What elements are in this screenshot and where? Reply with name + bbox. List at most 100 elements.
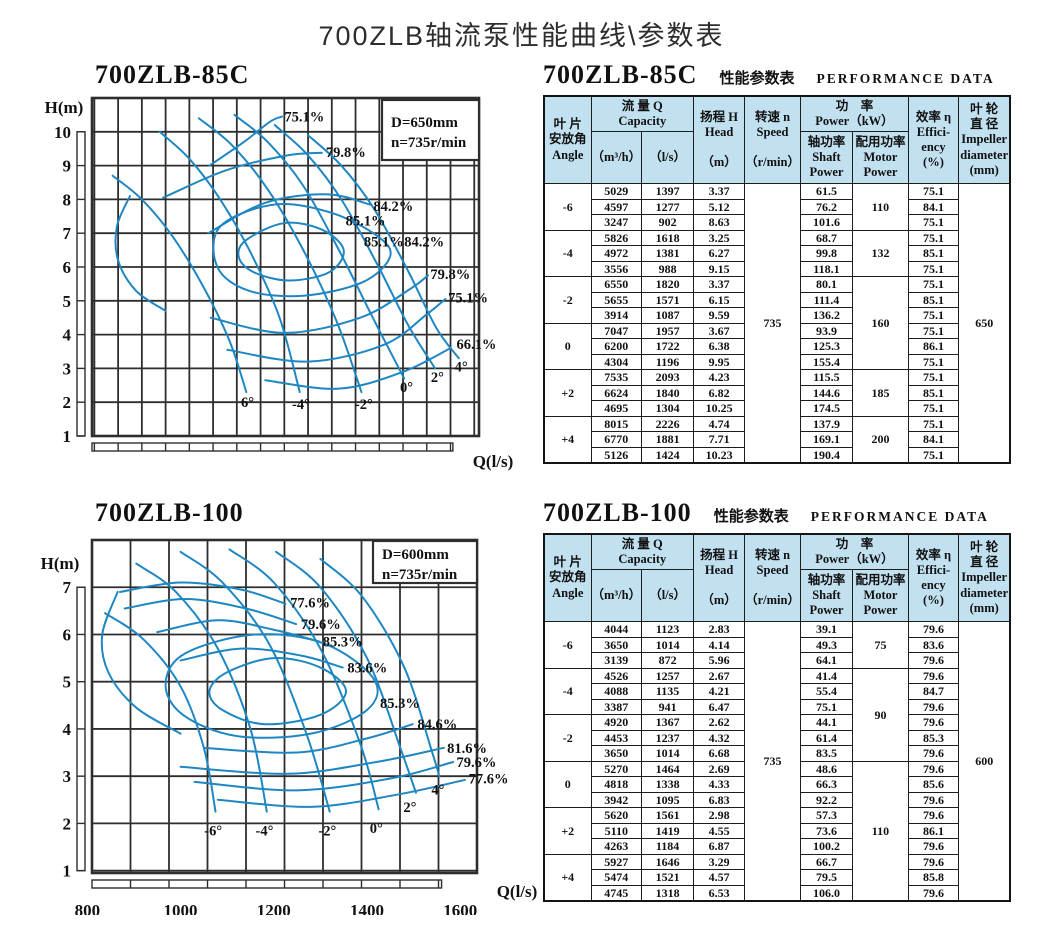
- shaft-power-cell: 155.4: [799, 353, 853, 370]
- efficiency-cell: 79.6: [907, 698, 959, 715]
- curve-label: 84.2%: [404, 235, 444, 251]
- motor-power-cell: 200: [851, 415, 909, 464]
- curve-label: 85.1%: [364, 235, 404, 251]
- y-tick-label: 7: [63, 578, 72, 597]
- capacity-ls-cell: 1196: [641, 353, 695, 370]
- head-cell: 7.71: [693, 431, 746, 448]
- capacity-ls-cell: 1464: [641, 760, 695, 777]
- efficiency-contour: [237, 221, 345, 282]
- shaft-power-cell: 115.5: [799, 369, 853, 386]
- capacity-ls-cell: 1237: [641, 729, 695, 746]
- plot-border: [90, 96, 481, 438]
- th-angle: 叶 片 安放角 Angle: [543, 95, 592, 184]
- efficiency-cell: 75.1: [907, 369, 959, 386]
- capacity-m3h-cell: 5474: [590, 869, 643, 886]
- table1-container: 叶 片 安放角 Angle 流 量 Q Capacity 扬程 H Head （m）…: [543, 95, 1013, 464]
- head-cell: 4.74: [693, 415, 746, 432]
- head-cell: 2.62: [693, 714, 746, 731]
- th-speed: 转速 n Speed （r/min）: [744, 533, 801, 622]
- th-head: 扬程 H Head （m）: [693, 95, 746, 184]
- shaft-power-cell: 144.6: [799, 384, 853, 401]
- efficiency-contour: [212, 202, 392, 298]
- y-tick-label: 2: [63, 393, 72, 412]
- efficiency-contour: [179, 746, 445, 775]
- shaft-power-cell: 125.3: [799, 338, 853, 355]
- angle-cell: -2: [543, 276, 592, 324]
- angle-curve: [179, 550, 331, 813]
- capacity-m3h-cell: 3139: [590, 652, 643, 669]
- efficiency-contour: [216, 778, 466, 808]
- efficiency-cell: 75.1: [907, 400, 959, 417]
- head-cell: 4.57: [693, 869, 746, 886]
- table2-subtitle-cn: 性能参数表: [713, 509, 789, 525]
- head-cell: 6.53: [693, 884, 746, 902]
- table1-subtitle-cn: 性能参数表: [719, 71, 795, 87]
- efficiency-cell: 75.1: [907, 276, 959, 293]
- curve-label: 6°: [241, 395, 254, 411]
- impeller-cell: 650: [957, 183, 1011, 464]
- efficiency-cell: 84.7: [907, 683, 959, 700]
- table2-subtitle-en: PERFORMANCE DATA: [810, 509, 989, 524]
- angle-curve: [104, 612, 217, 813]
- x-tick-label: 2000: [362, 469, 396, 473]
- th-power: 功 率 Power（kW）: [799, 95, 909, 133]
- motor-power-cell: 75: [851, 621, 909, 669]
- head-cell: 4.33: [693, 776, 746, 793]
- shaft-power-cell: 39.1: [799, 621, 853, 638]
- y-axis-label: H(m): [45, 98, 84, 117]
- th-shaft-power: 轴功率 Shaft Power: [799, 131, 853, 184]
- efficiency-cell: 85.6: [907, 776, 959, 793]
- capacity-ls-cell: 1277: [641, 198, 695, 215]
- efficiency-cell: 79.6: [907, 791, 959, 808]
- table2-title: 700ZLB-100 性能参数表 PERFORMANCE DATA: [543, 498, 1013, 528]
- th-unit-m3h: （m³/h）: [590, 131, 643, 184]
- performance-chart-700zlb-100: 7 6 5 4 3 2 1 800 1000 1200 1400 1600 H(m) Q(l/s) 77.6…: [41, 538, 537, 915]
- curve-label: 84.6%: [417, 717, 457, 733]
- efficiency-cell: 75.1: [907, 229, 959, 246]
- th-unit-ls: （l/s）: [641, 131, 695, 184]
- capacity-m3h-cell: 4263: [590, 838, 643, 855]
- head-cell: 6.68: [693, 745, 746, 762]
- impeller-cell: 600: [957, 621, 1011, 902]
- capacity-ls-cell: 1123: [641, 621, 695, 638]
- curve-label: 84.2%: [373, 199, 413, 215]
- table1-model: 700ZLB-85C: [543, 60, 698, 89]
- table1-title: 700ZLB-85C 性能参数表 PERFORMANCE DATA: [543, 60, 1013, 90]
- efficiency-contour: [156, 619, 321, 643]
- th-shaft-power: 轴功率 Shaft Power: [799, 569, 853, 622]
- shaft-power-cell: 93.9: [799, 322, 853, 339]
- capacity-ls-cell: 1318: [641, 884, 695, 902]
- efficiency-contour: [123, 598, 298, 626]
- capacity-m3h-cell: 3942: [590, 791, 643, 808]
- tick-labels: 1098765432180010001200140016001800200022…: [45, 98, 514, 473]
- capacity-m3h-cell: 3914: [590, 307, 643, 324]
- motor-power-cell: 160: [851, 276, 909, 370]
- shaft-power-cell: 118.1: [799, 260, 853, 277]
- th-efficiency: 效率 η Effici- ency (%): [907, 95, 959, 184]
- capacity-m3h-cell: 4695: [590, 400, 643, 417]
- y-tick-label: 10: [54, 123, 71, 142]
- curve-label: 0°: [400, 380, 413, 396]
- annotation-box: [380, 98, 481, 162]
- efficiency-contour: [207, 193, 371, 235]
- shaft-power-cell: 92.2: [799, 791, 853, 808]
- table-block-700zlb-100: 700ZLB-100 性能参数表 PERFORMANCE DATA 叶 片 安放…: [543, 498, 1013, 902]
- head-cell: 2.69: [693, 760, 746, 777]
- shaft-power-cell: 44.1: [799, 714, 853, 731]
- y-tick-label: 4: [63, 326, 72, 345]
- curves: [111, 113, 460, 394]
- curve-label: 85.3%: [380, 696, 420, 712]
- head-cell: 4.32: [693, 729, 746, 746]
- curve-label: -4°: [292, 397, 310, 413]
- y-tick-label: 1: [63, 862, 72, 881]
- performance-table: 叶 片 安放角 Angle 流 量 Q Capacity 扬程 H Head （m）…: [543, 95, 1012, 464]
- shaft-power-cell: 100.2: [799, 838, 853, 855]
- capacity-ls-cell: 988: [641, 260, 695, 277]
- shaft-power-cell: 137.9: [799, 415, 853, 432]
- motor-power-cell: 132: [851, 229, 909, 277]
- capacity-ls-cell: 902: [641, 214, 695, 231]
- head-cell: 6.47: [693, 698, 746, 715]
- th-unit-m3h: （m³/h）: [590, 569, 643, 622]
- efficiency-cell: 84.1: [907, 198, 959, 215]
- curve-label: 75.1%: [284, 110, 324, 126]
